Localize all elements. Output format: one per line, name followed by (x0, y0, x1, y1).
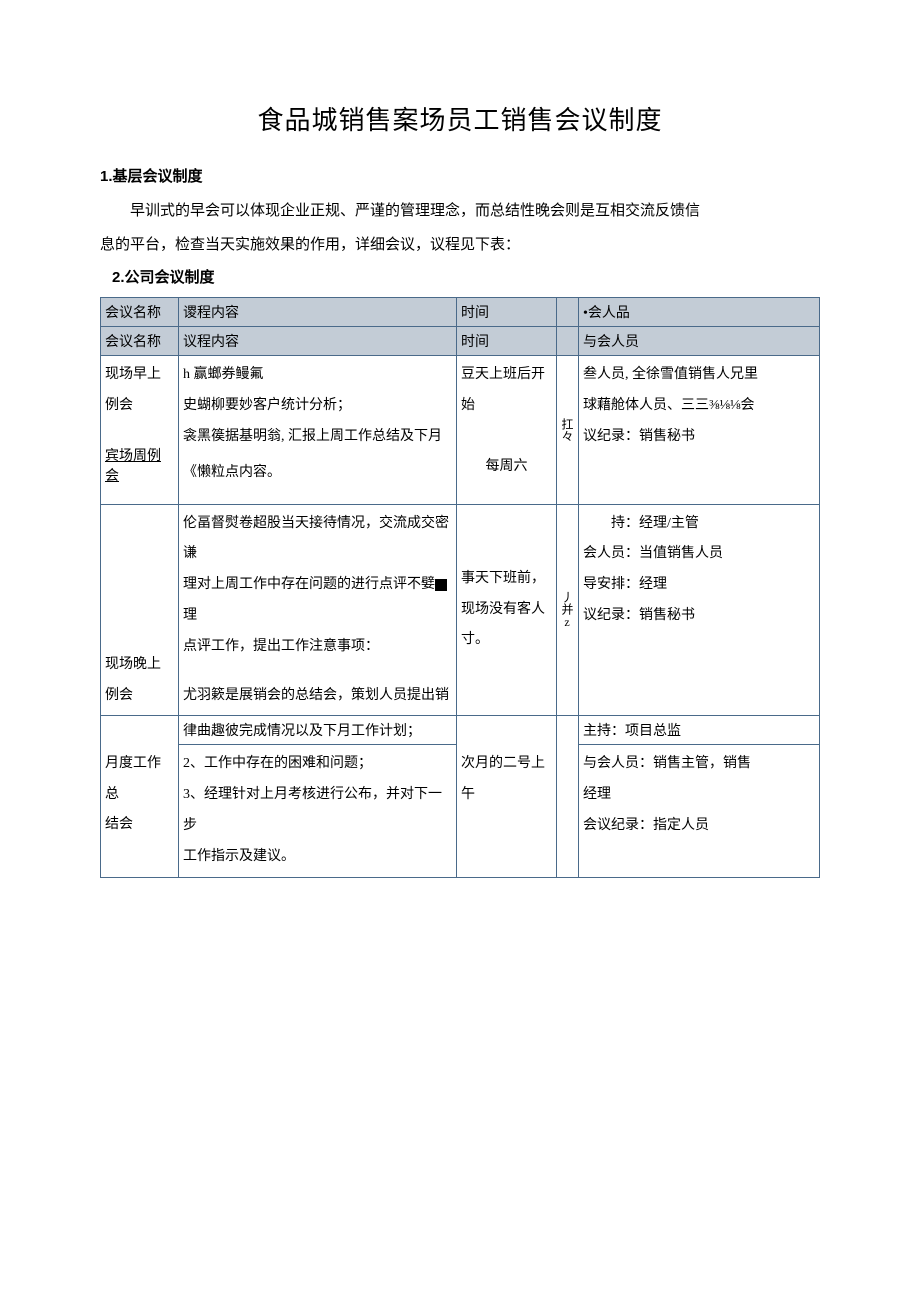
table-header-row-1: 会议名称 谡程内容 时间 •会人品 (101, 298, 820, 327)
r2-agenda-l2-pre: 理对上周工作中存在问题的进行点评不嬖 (183, 577, 435, 592)
table-row: 月度工作总 结会 2、工作中存在的困难和问题； 3、经理针对上月考核进行公布，并… (101, 745, 820, 877)
cell-r1b-time: 每周六 (457, 426, 557, 505)
r3-people-l1: 主持：项目总监 (583, 724, 681, 739)
r1-people-l3: 议纪录：销售秘书 (583, 422, 815, 453)
th-agenda-2: 议程内容 (179, 327, 457, 356)
r2-agenda-l1: 伦畐督熨卷超股当天接待情况，交流成交密谦 (183, 509, 452, 571)
th-name-2: 会议名称 (101, 327, 179, 356)
cell-r3top-time (457, 716, 557, 745)
table-row: 律曲趣彼完成情况以及下月工作计划； 主持：项目总监 (101, 716, 820, 745)
cell-r2-narrow: 丿并z (557, 504, 579, 716)
cell-r2-time: 事天下班前， 现场没有客人 寸。 (457, 504, 557, 716)
r2-people-l1: 持：经理/主管 (583, 509, 815, 540)
r1-agenda-l3: 衾黑篌据基明翁, 汇报上周工作总结及下月 (183, 422, 452, 453)
cell-r1-narrow: 扛々 (557, 356, 579, 505)
th-people-2: 与会人员 (579, 327, 820, 356)
cell-r3top-agenda: 律曲趣彼完成情况以及下月工作计划； (179, 716, 457, 745)
meeting-table: 会议名称 谡程内容 时间 •会人品 会议名称 议程内容 时间 与会人员 现场早上… (100, 297, 820, 878)
r2-time-l2: 现场没有客人 (461, 595, 552, 626)
r3-name-b: 结会 (105, 810, 174, 841)
th-time-1: 时间 (457, 298, 557, 327)
cell-r2-agenda: 伦畐督熨卷超股当天接待情况，交流成交密谦 理对上周工作中存在问题的进行点评不嬖理… (179, 504, 457, 716)
black-square-icon (435, 579, 447, 591)
r3-name-a: 月度工作总 (105, 749, 174, 811)
cell-r3-time: 次月的二号上 午 (457, 745, 557, 877)
cell-r3top-name (101, 716, 179, 745)
cell-r1b-name: 宾场周例会 (101, 426, 179, 505)
cell-r2-people: 持：经理/主管 会人员：当值销售人员 导安排：经理 议纪录：销售秘书 (579, 504, 820, 716)
r2-people-l2: 会人员：当值销售人员 (583, 539, 815, 570)
r1-agenda-l1: h 赢螂券鳗氟 (183, 360, 452, 391)
cell-r1-agenda: h 赢螂券鳗氟 史蝴柳要妙客户统计分析； 衾黑篌据基明翁, 汇报上周工作总结及下… (179, 356, 457, 505)
document-page: 食品城销售案场员工销售会议制度 1.基层会议制度 早训式的早会可以体现企业正规、… (0, 0, 920, 878)
cell-r2-name: 现场晚上 例会 (101, 504, 179, 716)
r1-time-c: 每周六 (486, 459, 528, 474)
section-2-num: 2. (112, 269, 125, 286)
r3-time-l2: 午 (461, 780, 552, 811)
r2-time-l1: 事天下班前， (461, 564, 552, 595)
r1-time-a: 豆天上班后开 (461, 360, 552, 391)
section-1-text: 基层会议制度 (113, 169, 203, 185)
r1-people-l1: 叁人员, 全徐雪值销售人兄里 (583, 360, 815, 391)
cell-r1-people: 叁人员, 全徐雪值销售人兄里 球藉舱体人员、三三⅜⅛⅛会 议纪录：销售秘书 (579, 356, 820, 505)
section-2-heading: 2.公司会议制度 (112, 266, 820, 287)
r1-narrow-text: 扛々 (561, 418, 573, 442)
r1-agenda-l4: 《懒粒点内容。 (183, 458, 452, 489)
r2-agenda-l2: 理对上周工作中存在问题的进行点评不嬖理 (183, 570, 452, 632)
r2-agenda-l2-post: 理 (183, 608, 197, 623)
th-blank-2 (557, 327, 579, 356)
r2-narrow-text: 丿并z (561, 591, 573, 629)
r2-name-a: 现场晚上 (105, 650, 174, 681)
cell-r3top-narrow (557, 716, 579, 745)
page-title: 食品城销售案场员工销售会议制度 (100, 100, 820, 137)
r1-agenda-l2: 史蝴柳要妙客户统计分析； (183, 391, 452, 422)
r3-agenda-l3: 3、经理针对上月考核进行公布，并对下一步 (183, 780, 452, 842)
r2-people-l3: 导安排：经理 (583, 570, 815, 601)
cell-r3-name: 月度工作总 结会 (101, 745, 179, 877)
cell-r1-name: 现场早上 例会 (101, 356, 179, 426)
r1-name-c: 宾场周例会 (105, 449, 161, 484)
th-agenda-1: 谡程内容 (179, 298, 457, 327)
r2-agenda-l3: 点评工作，提出工作注意事项： (183, 632, 452, 663)
cell-r3-narrow (557, 745, 579, 877)
section-1-para-line-2: 息的平台，检查当天实施效果的作用，详细会议，议程见下表： (100, 230, 820, 260)
cell-r3-agenda: 2、工作中存在的困难和问题； 3、经理针对上月考核进行公布，并对下一步 工作指示… (179, 745, 457, 877)
th-people-1: •会人品 (579, 298, 820, 327)
r1-time-b: 始 (461, 391, 552, 422)
cell-r1-time: 豆天上班后开 始 (457, 356, 557, 426)
section-1-heading: 1.基层会议制度 (100, 165, 820, 186)
r1-name-a: 现场早上 (105, 360, 174, 391)
r2-people-l4: 议纪录：销售秘书 (583, 601, 815, 632)
r2-name-b: 例会 (105, 681, 174, 712)
r2-time-l3: 寸。 (461, 625, 552, 656)
th-blank-1 (557, 298, 579, 327)
r3-people-l3: 经理 (583, 780, 815, 811)
th-name-1: 会议名称 (101, 298, 179, 327)
r3-agenda-l1: 律曲趣彼完成情况以及下月工作计划； (183, 724, 421, 739)
section-1-num: 1. (100, 168, 113, 185)
r3-people-l4: 会议纪录：指定人员 (583, 811, 815, 842)
r3-people-l2: 与会人员：销售主管，销售 (583, 749, 815, 780)
cell-r3top-people: 主持：项目总监 (579, 716, 820, 745)
cell-r3-people: 与会人员：销售主管，销售 经理 会议纪录：指定人员 (579, 745, 820, 877)
table-row: 现场晚上 例会 伦畐督熨卷超股当天接待情况，交流成交密谦 理对上周工作中存在问题… (101, 504, 820, 716)
r3-agenda-l2: 2、工作中存在的困难和问题； (183, 749, 452, 780)
r3-time-l1: 次月的二号上 (461, 749, 552, 780)
r3-agenda-l4: 工作指示及建议。 (183, 842, 452, 873)
table-row: 现场早上 例会 h 赢螂券鳗氟 史蝴柳要妙客户统计分析； 衾黑篌据基明翁, 汇报… (101, 356, 820, 426)
r2-agenda-l4: 尤羽簌是展销会的总结会，策划人员提出销 (183, 681, 452, 712)
section-2-text: 公司会议制度 (125, 270, 215, 286)
th-time-2: 时间 (457, 327, 557, 356)
table-header-row-2: 会议名称 议程内容 时间 与会人员 (101, 327, 820, 356)
r1-name-b: 例会 (105, 391, 174, 422)
section-1-para-line-1: 早训式的早会可以体现企业正规、严谨的管理理念，而总结性晚会则是互相交流反馈信 (100, 196, 820, 226)
r1-people-l2: 球藉舱体人员、三三⅜⅛⅛会 (583, 391, 815, 422)
